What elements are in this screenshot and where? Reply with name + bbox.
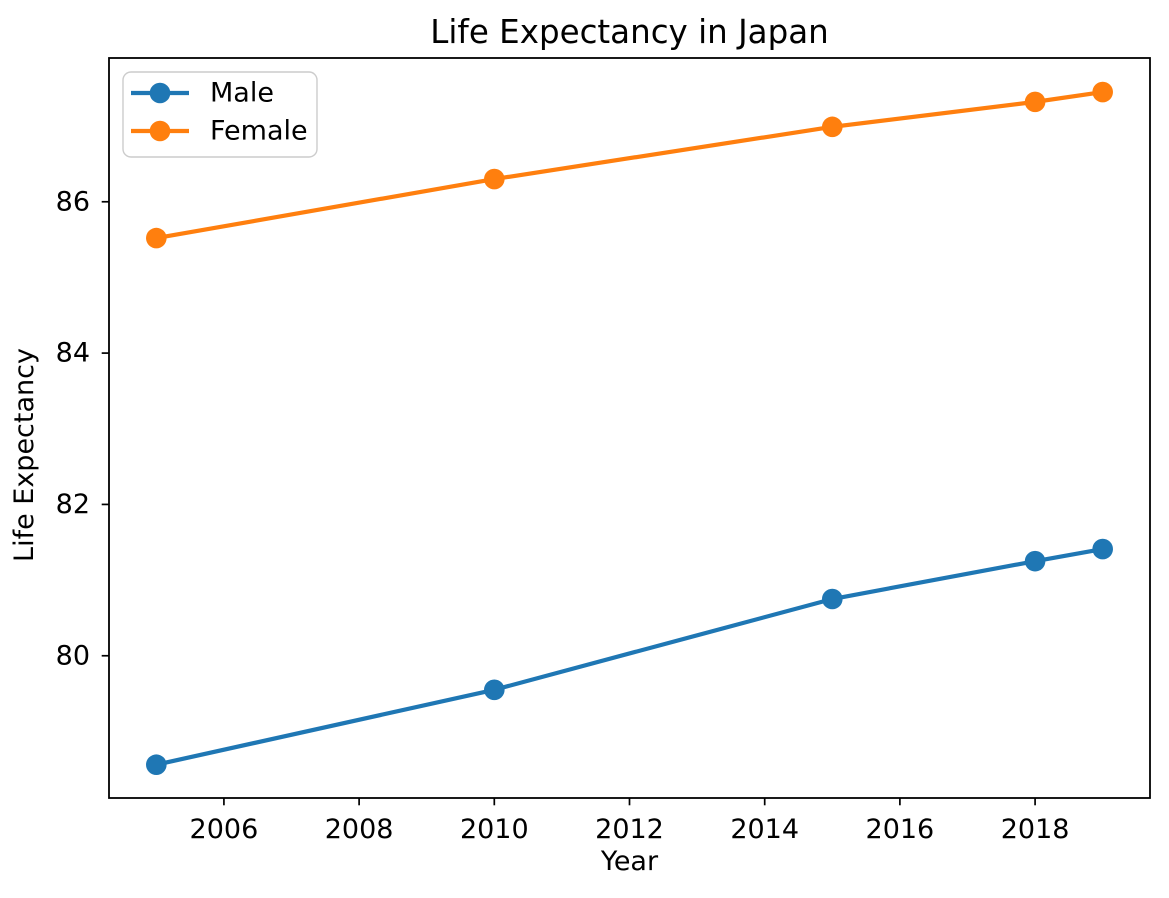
y-tick-label: 86 [56, 186, 90, 217]
y-axis: 80 82 84 86 [56, 186, 109, 671]
x-axis: 2006 2008 2010 2012 2014 2016 2018 [190, 798, 1070, 845]
male-marker [1092, 538, 1113, 560]
female-marker [484, 168, 505, 190]
y-tick-label: 82 [56, 489, 90, 520]
female-marker [1024, 91, 1046, 113]
x-tick-label: 2016 [866, 814, 935, 845]
female-marker [821, 116, 843, 138]
female-marker [146, 227, 167, 249]
legend-male-marker [149, 82, 171, 104]
x-axis-label: Year [600, 846, 659, 877]
legend-female-marker [149, 120, 171, 142]
y-tick-label: 84 [56, 338, 90, 369]
male-line [155, 546, 1104, 767]
male-marker [1024, 550, 1046, 572]
x-tick-label: 2014 [730, 814, 799, 845]
female-marker [1092, 81, 1113, 103]
chart-title: Life Expectancy in Japan [430, 13, 828, 51]
legend-male-label: Male [210, 78, 274, 109]
x-tick-label: 2006 [190, 814, 259, 845]
legend: Male Female [122, 71, 318, 158]
plot-area [108, 57, 1151, 799]
male-marker [146, 754, 167, 776]
male-marker [484, 679, 505, 701]
x-tick-label: 2012 [595, 814, 664, 845]
x-tick-label: 2010 [460, 814, 529, 845]
x-tick-label: 2018 [1001, 814, 1070, 845]
y-tick-label: 80 [56, 640, 90, 671]
y-axis-label: Life Expectancy [9, 348, 40, 562]
data-series [146, 81, 1113, 776]
male-marker [821, 588, 843, 610]
legend-female-label: Female [210, 116, 308, 147]
x-tick-label: 2008 [325, 814, 394, 845]
